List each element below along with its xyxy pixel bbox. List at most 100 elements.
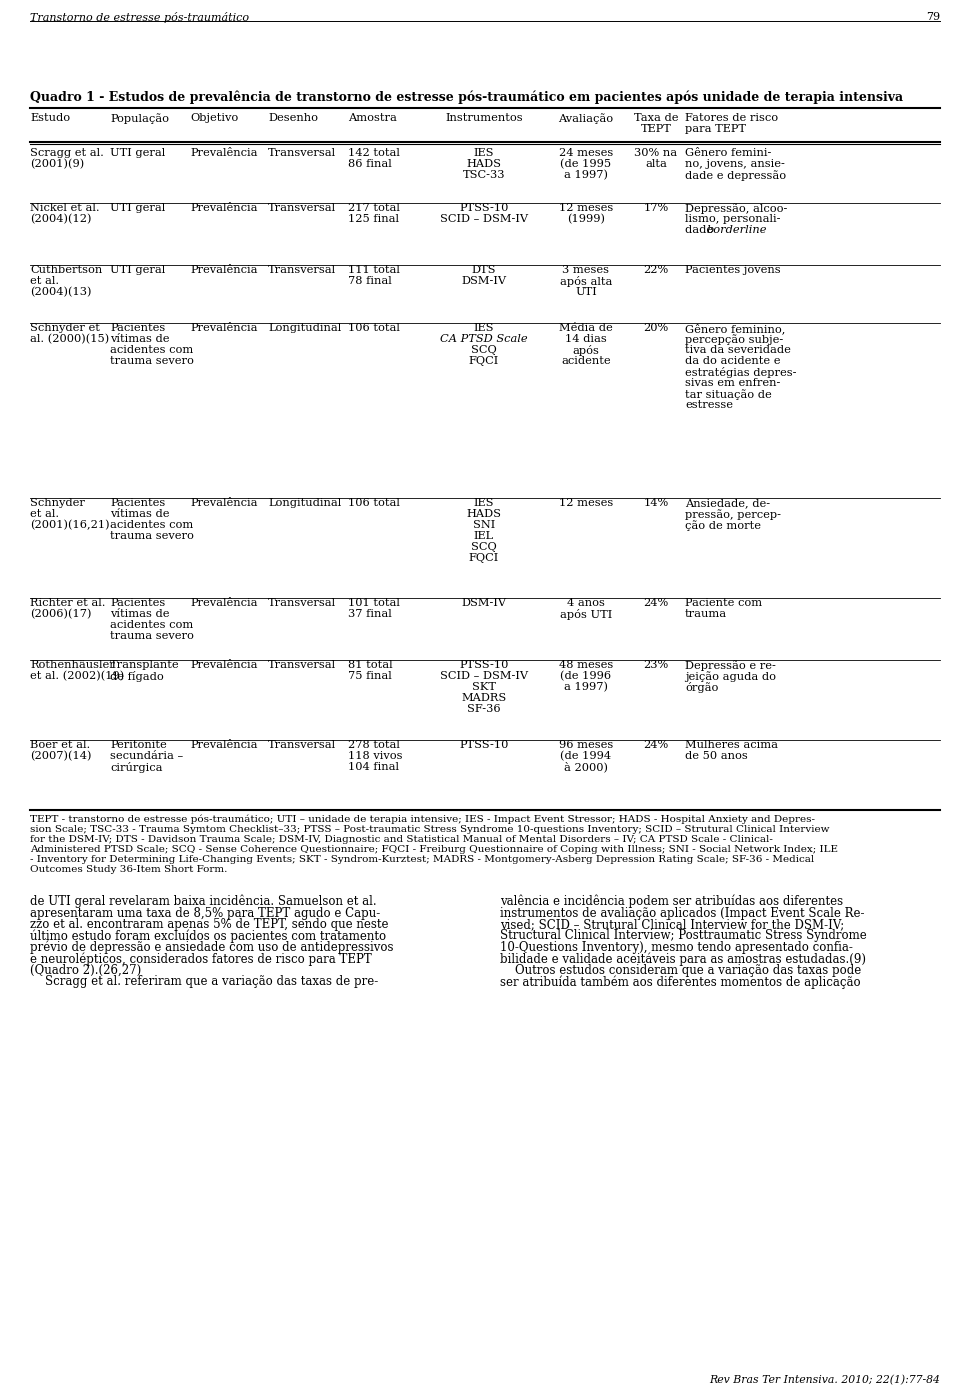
Text: Pacientes: Pacientes bbox=[110, 323, 165, 333]
Text: Prevalência: Prevalência bbox=[190, 265, 257, 274]
Text: 142 total: 142 total bbox=[348, 148, 400, 158]
Text: Transtorno de estresse pós-traumático: Transtorno de estresse pós-traumático bbox=[30, 12, 250, 24]
Text: prévio de depressão e ansiedade com uso de antidepressivos: prévio de depressão e ansiedade com uso … bbox=[30, 941, 394, 955]
Text: 17%: 17% bbox=[643, 202, 668, 213]
Text: Rev Bras Ter Intensiva. 2010; 22(1):77-84: Rev Bras Ter Intensiva. 2010; 22(1):77-8… bbox=[709, 1375, 940, 1386]
Text: PTSS-10: PTSS-10 bbox=[459, 740, 509, 750]
Text: UTI geral: UTI geral bbox=[110, 202, 165, 213]
Text: a 1997): a 1997) bbox=[564, 682, 608, 693]
Text: (2006)(17): (2006)(17) bbox=[30, 608, 91, 620]
Text: 48 meses: 48 meses bbox=[559, 660, 613, 669]
Text: Gênero feminino,: Gênero feminino, bbox=[685, 323, 785, 334]
Text: Ansiedade, de-: Ansiedade, de- bbox=[685, 498, 770, 509]
Text: após alta: após alta bbox=[560, 276, 612, 287]
Text: 78 final: 78 final bbox=[348, 276, 392, 286]
Text: Pacientes: Pacientes bbox=[110, 597, 165, 608]
Text: SKT: SKT bbox=[472, 682, 496, 692]
Text: cirúrgica: cirúrgica bbox=[110, 762, 162, 773]
Text: tiva da severidade: tiva da severidade bbox=[685, 345, 791, 355]
Text: Prevalência: Prevalência bbox=[190, 597, 257, 608]
Text: Boer et al.: Boer et al. bbox=[30, 740, 90, 750]
Text: TEPT - transtorno de estresse pós-traumático; UTI – unidade de terapia intensive: TEPT - transtorno de estresse pós-traumá… bbox=[30, 815, 815, 825]
Text: Prevalência: Prevalência bbox=[190, 323, 257, 333]
Text: for the DSM-IV; DTS - Davidson Trauma Scale; DSM-IV, Diagnostic and Statistical : for the DSM-IV; DTS - Davidson Trauma Sc… bbox=[30, 834, 773, 844]
Text: (2001)(16,21): (2001)(16,21) bbox=[30, 520, 109, 531]
Text: IES: IES bbox=[473, 498, 494, 509]
Text: SCQ: SCQ bbox=[471, 345, 497, 355]
Text: último estudo foram excluídos os pacientes com tratamento: último estudo foram excluídos os pacient… bbox=[30, 930, 386, 942]
Text: IES: IES bbox=[473, 148, 494, 158]
Text: zzo et al. encontraram apenas 5% de TEPT, sendo que neste: zzo et al. encontraram apenas 5% de TEPT… bbox=[30, 918, 389, 931]
Text: Gênero femini-: Gênero femini- bbox=[685, 148, 772, 158]
Text: 20%: 20% bbox=[643, 323, 668, 333]
Text: Scragg et al.: Scragg et al. bbox=[30, 148, 104, 158]
Text: (2004)(13): (2004)(13) bbox=[30, 287, 91, 298]
Text: PTSS-10: PTSS-10 bbox=[459, 202, 509, 213]
Text: vítimas de: vítimas de bbox=[110, 509, 170, 518]
Text: à 2000): à 2000) bbox=[564, 762, 608, 773]
Text: Cuthbertson: Cuthbertson bbox=[30, 265, 103, 274]
Text: Peritonite: Peritonite bbox=[110, 740, 167, 750]
Text: 111 total: 111 total bbox=[348, 265, 400, 274]
Text: FQCI: FQCI bbox=[468, 553, 499, 563]
Text: 106 total: 106 total bbox=[348, 323, 400, 333]
Text: apresentaram uma taxa de 8,5% para TEPT agudo e Capu-: apresentaram uma taxa de 8,5% para TEPT … bbox=[30, 906, 380, 919]
Text: TEPT: TEPT bbox=[640, 123, 671, 134]
Text: a 1997): a 1997) bbox=[564, 170, 608, 180]
Text: HADS: HADS bbox=[467, 509, 501, 518]
Text: secundária –: secundária – bbox=[110, 751, 183, 761]
Text: UTI: UTI bbox=[575, 287, 597, 297]
Text: 10-Questions Inventory), mesmo tendo apresentado confia-: 10-Questions Inventory), mesmo tendo apr… bbox=[500, 941, 852, 954]
Text: Objetivo: Objetivo bbox=[190, 114, 238, 123]
Text: SNI: SNI bbox=[473, 520, 495, 529]
Text: após UTI: após UTI bbox=[560, 608, 612, 620]
Text: para TEPT: para TEPT bbox=[685, 123, 746, 134]
Text: CA PTSD Scale: CA PTSD Scale bbox=[441, 334, 528, 344]
Text: trauma severo: trauma severo bbox=[110, 356, 194, 366]
Text: 75 final: 75 final bbox=[348, 671, 392, 681]
Text: Transversal: Transversal bbox=[268, 202, 336, 213]
Text: de 50 anos: de 50 anos bbox=[685, 751, 748, 761]
Text: 96 meses: 96 meses bbox=[559, 740, 613, 750]
Text: 86 final: 86 final bbox=[348, 159, 392, 169]
Text: Estudo: Estudo bbox=[30, 114, 70, 123]
Text: 24 meses: 24 meses bbox=[559, 148, 613, 158]
Text: jeição aguda do: jeição aguda do bbox=[685, 671, 776, 682]
Text: IEL: IEL bbox=[474, 531, 494, 541]
Text: 278 total: 278 total bbox=[348, 740, 400, 750]
Text: 4 anos: 4 anos bbox=[567, 597, 605, 608]
Text: Depressão, alcoo-: Depressão, alcoo- bbox=[685, 202, 787, 213]
Text: IES: IES bbox=[473, 323, 494, 333]
Text: Longitudinal: Longitudinal bbox=[268, 498, 341, 509]
Text: Rothenhäusler: Rothenhäusler bbox=[30, 660, 115, 669]
Text: 81 total: 81 total bbox=[348, 660, 393, 669]
Text: DSM-IV: DSM-IV bbox=[462, 597, 507, 608]
Text: Desenho: Desenho bbox=[268, 114, 318, 123]
Text: 125 final: 125 final bbox=[348, 213, 399, 225]
Text: pressão, percep-: pressão, percep- bbox=[685, 509, 781, 520]
Text: et al.: et al. bbox=[30, 509, 60, 518]
Text: al. (2000)(15): al. (2000)(15) bbox=[30, 334, 109, 344]
Text: SCID – DSM-IV: SCID – DSM-IV bbox=[440, 671, 528, 681]
Text: Média de: Média de bbox=[559, 323, 612, 333]
Text: 79: 79 bbox=[925, 12, 940, 22]
Text: sion Scale; TSC-33 - Trauma Symtom Checklist–33; PTSS – Post-traumatic Stress Sy: sion Scale; TSC-33 - Trauma Symtom Check… bbox=[30, 825, 829, 834]
Text: após: após bbox=[572, 345, 599, 356]
Text: acidentes com: acidentes com bbox=[110, 520, 193, 529]
Text: 12 meses: 12 meses bbox=[559, 202, 613, 213]
Text: UTI geral: UTI geral bbox=[110, 265, 165, 274]
Text: SCQ: SCQ bbox=[471, 542, 497, 552]
Text: Schnyder: Schnyder bbox=[30, 498, 84, 509]
Text: ção de morte: ção de morte bbox=[685, 520, 761, 531]
Text: Prevalência: Prevalência bbox=[190, 660, 257, 669]
Text: 118 vivos: 118 vivos bbox=[348, 751, 402, 761]
Text: Amostra: Amostra bbox=[348, 114, 396, 123]
Text: População: População bbox=[110, 114, 169, 123]
Text: Transversal: Transversal bbox=[268, 597, 336, 608]
Text: 101 total: 101 total bbox=[348, 597, 400, 608]
Text: lismo, personali-: lismo, personali- bbox=[685, 213, 780, 225]
Text: Prevalência: Prevalência bbox=[190, 202, 257, 213]
Text: Transversal: Transversal bbox=[268, 148, 336, 158]
Text: 12 meses: 12 meses bbox=[559, 498, 613, 509]
Text: Prevalência: Prevalência bbox=[190, 498, 257, 509]
